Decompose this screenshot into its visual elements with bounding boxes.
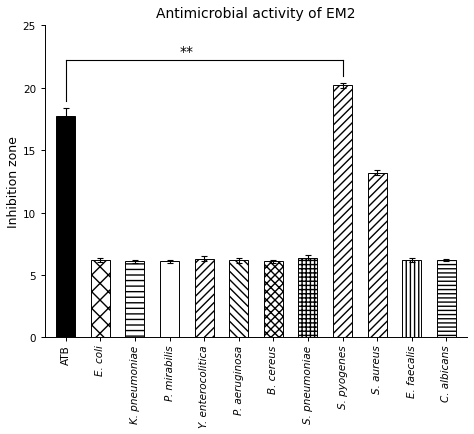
Bar	[195, 259, 214, 338]
Bar	[333, 86, 352, 338]
Bar	[299, 258, 318, 338]
Bar	[437, 260, 456, 338]
Bar	[126, 262, 145, 338]
Bar	[264, 262, 283, 338]
Text: **: **	[180, 45, 194, 59]
Bar	[160, 262, 179, 338]
Bar	[368, 173, 387, 338]
Bar	[402, 260, 421, 338]
Bar	[229, 260, 248, 338]
Title: Antimicrobial activity of EM2: Antimicrobial activity of EM2	[156, 7, 356, 21]
Bar	[91, 260, 110, 338]
Bar	[56, 117, 75, 338]
Y-axis label: Inhibition zone: Inhibition zone	[7, 136, 20, 228]
